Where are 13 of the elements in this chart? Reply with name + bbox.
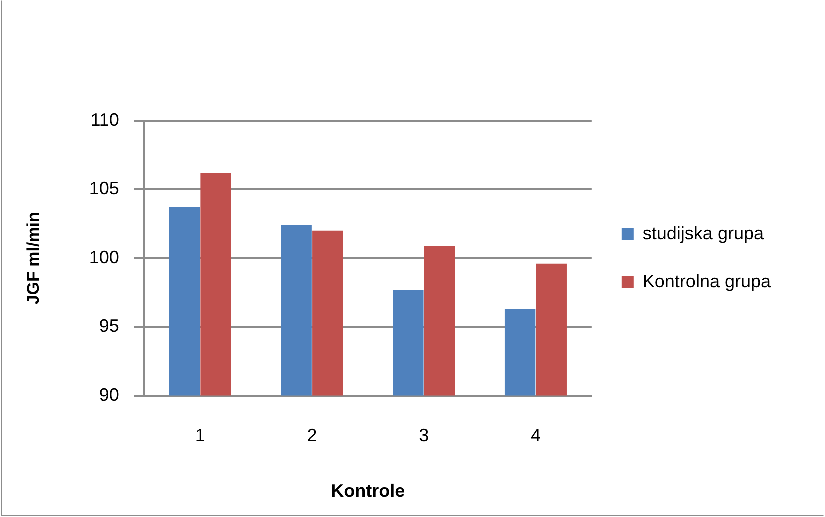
y-tick-label: 90 bbox=[99, 384, 120, 405]
y-axis-title: JGF ml/min bbox=[24, 212, 43, 305]
x-tick-label: 4 bbox=[530, 426, 541, 446]
x-tick-label: 3 bbox=[419, 426, 430, 446]
y-tick-label: 105 bbox=[89, 178, 120, 199]
x-tick-label: 1 bbox=[195, 426, 206, 446]
y-tick-label: 95 bbox=[99, 316, 120, 336]
legend-label: Kontrolna grupa bbox=[642, 271, 772, 292]
x-axis-title: Kontrole bbox=[331, 481, 406, 502]
legend-label: studijska grupa bbox=[642, 223, 765, 244]
y-tick-label: 100 bbox=[89, 247, 120, 268]
x-tick-label: 2 bbox=[307, 426, 318, 446]
y-tick-label: 110 bbox=[90, 110, 120, 130]
